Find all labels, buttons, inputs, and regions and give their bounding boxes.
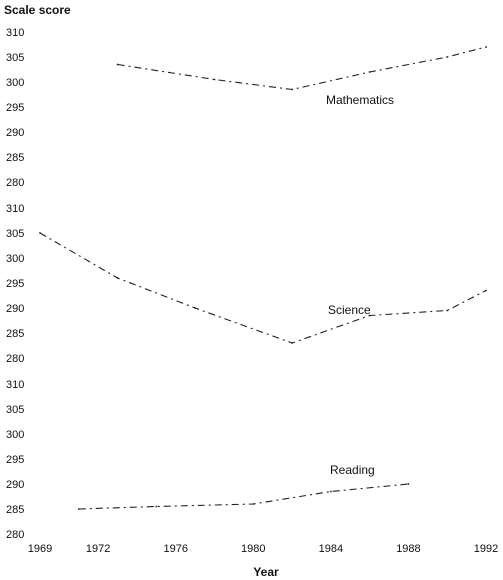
y-tick-label: 300 <box>6 77 24 89</box>
data-point <box>291 342 293 344</box>
y-tick-label: 300 <box>6 429 24 441</box>
y-tick-label: 305 <box>6 228 24 240</box>
y-tick-label: 280 <box>6 529 24 541</box>
series-line-science <box>39 232 487 344</box>
y-tick-label: 305 <box>6 52 24 64</box>
data-point <box>368 71 371 73</box>
series-line-reading <box>78 483 409 510</box>
data-point <box>39 232 41 234</box>
y-tick-label: 290 <box>6 479 24 491</box>
x-tick-label: 1992 <box>474 543 498 555</box>
y-tick-label: 285 <box>6 152 24 164</box>
data-point <box>446 56 449 58</box>
y-tick-label: 280 <box>6 177 24 189</box>
y-axis-title: Scale score <box>4 3 71 17</box>
data-point <box>116 277 119 279</box>
data-point <box>446 309 449 312</box>
data-point <box>116 63 119 66</box>
y-tick-label: 310 <box>6 27 24 39</box>
data-point <box>77 508 80 510</box>
y-tick-label: 310 <box>6 203 24 215</box>
data-point <box>194 307 197 309</box>
y-tick-label: 290 <box>6 127 24 139</box>
data-point <box>213 78 216 81</box>
y-tick-label: 305 <box>6 404 24 416</box>
y-tick-label: 300 <box>6 253 24 265</box>
y-tick-label: 295 <box>6 278 24 290</box>
x-tick-label: 1980 <box>241 543 265 555</box>
data-point <box>485 289 487 292</box>
y-tick-label: 285 <box>6 328 24 340</box>
series-label-mathematics: Mathematics <box>326 93 394 107</box>
y-tick-label: 290 <box>6 303 24 315</box>
y-tick-label: 310 <box>6 379 24 391</box>
series-label-reading: Reading <box>330 463 375 477</box>
x-tick-label: 1976 <box>163 543 187 555</box>
data-point <box>329 490 332 493</box>
series-label-science: Science <box>328 303 371 317</box>
x-axis-title: Year <box>253 565 279 579</box>
data-point <box>368 314 371 317</box>
x-tick-label: 1972 <box>86 543 110 555</box>
data-point <box>407 483 410 485</box>
x-tick-label: 1988 <box>396 543 420 555</box>
x-tick-label: 1969 <box>28 543 52 555</box>
series-line-mathematics <box>117 46 487 91</box>
data-point <box>485 46 487 48</box>
y-tick-label: 295 <box>6 454 24 466</box>
data-point <box>291 88 293 91</box>
y-tick-label: 280 <box>6 353 24 365</box>
data-point <box>252 503 255 505</box>
x-tick-label: 1984 <box>319 543 343 555</box>
y-tick-label: 285 <box>6 504 24 516</box>
data-point <box>155 505 158 508</box>
y-tick-label: 295 <box>6 102 24 114</box>
